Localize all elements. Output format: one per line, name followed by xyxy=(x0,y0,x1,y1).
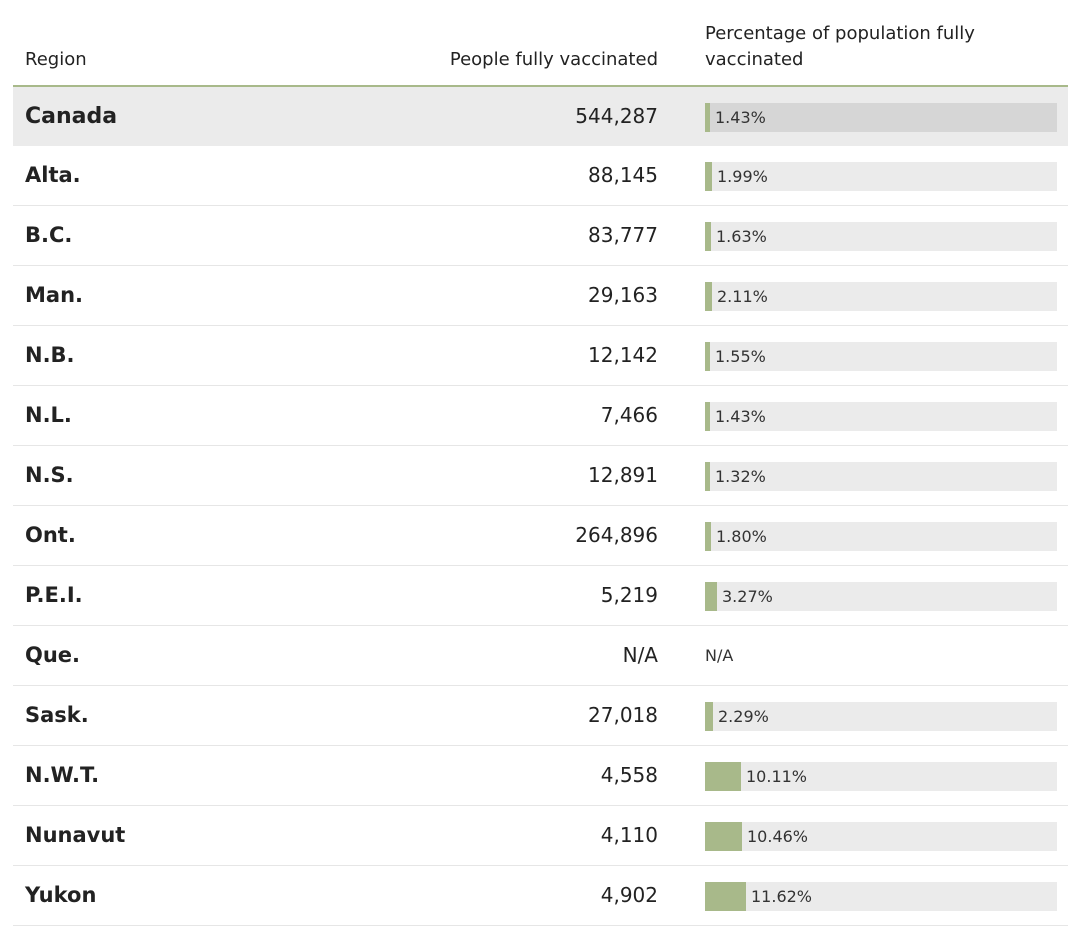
percentage-label: 2.29% xyxy=(718,707,769,726)
table-row: Sask. 27,018 2.29% xyxy=(13,686,1068,746)
percentage-bar xyxy=(705,103,710,132)
region-cell: Nunavut xyxy=(25,823,126,847)
table-row: N.S. 12,891 1.32% xyxy=(13,446,1068,506)
percentage-label: 11.62% xyxy=(751,887,813,906)
table-row: N.W.T. 4,558 10.11% xyxy=(13,746,1068,806)
region-cell: N.S. xyxy=(25,463,74,487)
percentage-bar xyxy=(705,402,710,431)
people-cell: 27,018 xyxy=(588,703,658,727)
table-row: N.L. 7,466 1.43% xyxy=(13,386,1068,446)
region-cell: Yukon xyxy=(25,883,97,907)
header-region[interactable]: Region xyxy=(25,49,87,70)
table-row: Alta. 88,145 1.99% xyxy=(13,146,1068,206)
table-row: Man. 29,163 2.11% xyxy=(13,266,1068,326)
people-cell: 12,891 xyxy=(588,463,658,487)
table-row-total: Canada 544,287 1.43% xyxy=(13,87,1068,146)
region-cell: P.E.I. xyxy=(25,583,83,607)
people-cell: N/A xyxy=(622,643,658,667)
table-row: Yukon 4,902 11.62% xyxy=(13,866,1068,926)
region-cell: Canada xyxy=(25,104,118,129)
region-cell: N.L. xyxy=(25,403,72,427)
table-row: Ont. 264,896 1.80% xyxy=(13,506,1068,566)
table-header: Region People fully vaccinated Percentag… xyxy=(13,0,1068,87)
people-cell: 264,896 xyxy=(575,523,658,547)
percentage-bar xyxy=(705,522,711,551)
percentage-label: 10.11% xyxy=(746,767,808,786)
people-cell: 7,466 xyxy=(600,403,658,427)
percentage-bar-track: 3.27% xyxy=(705,582,1057,611)
percentage-bar xyxy=(705,282,712,311)
table-row: Nunavut 4,110 10.46% xyxy=(13,806,1068,866)
table-row: Que. N/A N/A xyxy=(13,626,1068,686)
region-cell: B.C. xyxy=(25,223,73,247)
percentage-bar-track: 1.43% xyxy=(705,402,1057,431)
percentage-bar xyxy=(705,162,712,191)
percentage-bar-track: 2.11% xyxy=(705,282,1057,311)
percentage-bar xyxy=(705,222,711,251)
percentage-label: 1.80% xyxy=(716,527,767,546)
region-cell: Ont. xyxy=(25,523,76,547)
people-cell: 544,287 xyxy=(575,104,658,128)
percentage-bar-track: 1.43% xyxy=(705,103,1057,132)
percentage-bar xyxy=(705,702,713,731)
percentage-bar-track: 1.63% xyxy=(705,222,1057,251)
table-row: B.C. 83,777 1.63% xyxy=(13,206,1068,266)
percentage-bar-track: 10.46% xyxy=(705,822,1057,851)
people-cell: 4,902 xyxy=(600,883,658,907)
table-row: N.B. 12,142 1.55% xyxy=(13,326,1068,386)
percentage-label: 1.63% xyxy=(716,227,767,246)
region-cell: Que. xyxy=(25,643,81,667)
region-cell: Alta. xyxy=(25,163,81,187)
percentage-bar xyxy=(705,582,717,611)
header-percentage-fully-vaccinated[interactable]: Percentage of population fully vaccinate… xyxy=(705,23,975,70)
people-cell: 29,163 xyxy=(588,283,658,307)
percentage-label: 3.27% xyxy=(722,587,773,606)
percentage-bar-track: 10.11% xyxy=(705,762,1057,791)
percentage-bar-track: 11.62% xyxy=(705,882,1057,911)
percentage-label: 1.55% xyxy=(715,347,766,366)
percentage-label: 1.32% xyxy=(715,467,766,486)
people-cell: 4,110 xyxy=(600,823,658,847)
people-cell: 88,145 xyxy=(588,163,658,187)
percentage-label: 10.46% xyxy=(747,827,809,846)
region-cell: Sask. xyxy=(25,703,89,727)
people-cell: 5,219 xyxy=(600,583,658,607)
percentage-label: 1.43% xyxy=(715,108,766,127)
people-cell: 4,558 xyxy=(600,763,658,787)
table-row: P.E.I. 5,219 3.27% xyxy=(13,566,1068,626)
region-cell: N.W.T. xyxy=(25,763,100,787)
percentage-bar xyxy=(705,762,741,791)
percentage-bar xyxy=(705,462,710,491)
percentage-label: 1.43% xyxy=(715,407,766,426)
percentage-bar xyxy=(705,822,742,851)
percentage-label: N/A xyxy=(705,646,734,665)
header-people-fully-vaccinated[interactable]: People fully vaccinated xyxy=(449,49,658,70)
people-cell: 83,777 xyxy=(588,223,658,247)
people-cell: 12,142 xyxy=(588,343,658,367)
table-body: Canada 544,287 1.43% Alta. 88,145 1.99% B.C. 83… xyxy=(13,87,1068,926)
percentage-label: 1.99% xyxy=(717,167,768,186)
percentage-bar-track: 1.99% xyxy=(705,162,1057,191)
region-cell: N.B. xyxy=(25,343,75,367)
percentage-bar xyxy=(705,342,710,371)
percentage-bar-track: 1.80% xyxy=(705,522,1057,551)
percentage-bar-track: 1.32% xyxy=(705,462,1057,491)
percentage-bar xyxy=(705,882,746,911)
region-cell: Man. xyxy=(25,283,83,307)
percentage-label: 2.11% xyxy=(717,287,768,306)
percentage-bar-track: 2.29% xyxy=(705,702,1057,731)
vaccination-table: Region People fully vaccinated Percentag… xyxy=(13,0,1068,926)
percentage-bar-track: 1.55% xyxy=(705,342,1057,371)
